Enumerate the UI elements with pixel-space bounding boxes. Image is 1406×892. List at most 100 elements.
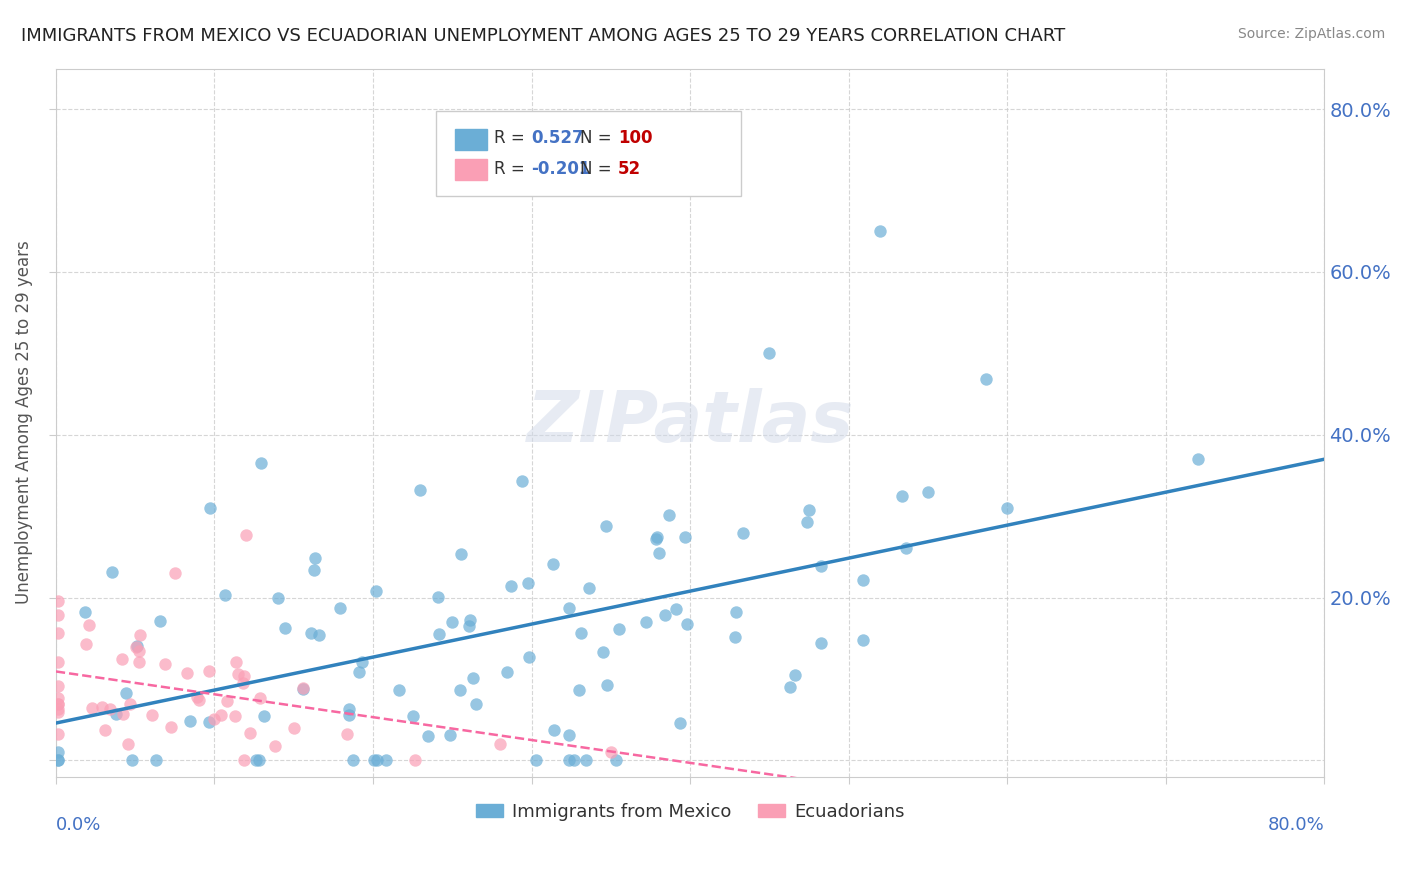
Text: -0.201: -0.201	[531, 160, 591, 178]
Text: 80.0%: 80.0%	[1268, 815, 1324, 833]
Point	[401, 709, 423, 723]
Point	[350, 655, 373, 669]
Text: ZIPatlas: ZIPatlas	[526, 388, 853, 457]
Point	[810, 558, 832, 573]
Point	[917, 484, 939, 499]
Point	[98, 701, 121, 715]
Point	[599, 745, 621, 759]
Point	[73, 605, 96, 619]
Point	[292, 682, 315, 697]
Y-axis label: Unemployment Among Ages 25 to 29 years: Unemployment Among Ages 25 to 29 years	[15, 241, 32, 605]
Point	[153, 657, 176, 671]
Point	[676, 617, 699, 632]
Point	[335, 727, 357, 741]
Point	[239, 726, 262, 740]
FancyBboxPatch shape	[436, 111, 741, 196]
Text: 52: 52	[617, 160, 641, 178]
Point	[46, 680, 69, 694]
Point	[75, 636, 97, 650]
Point	[458, 619, 481, 633]
Point	[558, 728, 581, 742]
Point	[186, 690, 208, 704]
Point	[209, 707, 232, 722]
Point	[263, 739, 285, 754]
Point	[569, 625, 592, 640]
Point	[558, 600, 581, 615]
Point	[852, 573, 875, 587]
Point	[592, 645, 614, 659]
Point	[90, 700, 112, 714]
Point	[46, 702, 69, 716]
Point	[779, 680, 801, 694]
Point	[188, 693, 211, 707]
Point	[409, 483, 432, 497]
Point	[46, 698, 69, 712]
Point	[121, 753, 143, 767]
Point	[160, 720, 183, 734]
Point	[308, 628, 330, 642]
Point	[796, 515, 818, 529]
Point	[995, 501, 1018, 516]
Point	[273, 622, 295, 636]
Point	[595, 519, 617, 533]
Point	[214, 588, 236, 602]
Point	[461, 671, 484, 685]
Point	[427, 590, 450, 604]
Point	[111, 707, 134, 722]
Point	[869, 224, 891, 238]
Point	[517, 650, 540, 665]
Point	[217, 694, 239, 708]
Text: 0.527: 0.527	[531, 129, 585, 147]
Point	[733, 526, 755, 541]
Point	[46, 753, 69, 767]
Legend: Immigrants from Mexico, Ecuadorians: Immigrants from Mexico, Ecuadorians	[468, 796, 912, 828]
Point	[224, 709, 246, 723]
Point	[304, 562, 326, 576]
Point	[558, 753, 581, 767]
Point	[974, 372, 997, 386]
Text: N =: N =	[579, 129, 612, 147]
Point	[46, 753, 69, 767]
Point	[668, 716, 690, 731]
Point	[245, 753, 267, 767]
Point	[541, 557, 564, 571]
Point	[450, 547, 472, 561]
Point	[114, 686, 136, 700]
Point	[543, 723, 565, 738]
Point	[46, 705, 69, 719]
Point	[724, 631, 747, 645]
Point	[489, 737, 512, 751]
Point	[364, 584, 387, 599]
Point	[267, 591, 290, 605]
Point	[197, 714, 219, 729]
Point	[232, 676, 254, 690]
Point	[605, 753, 627, 767]
Point	[416, 729, 439, 743]
Point	[562, 753, 585, 767]
Text: Source: ZipAtlas.com: Source: ZipAtlas.com	[1237, 27, 1385, 41]
Point	[46, 607, 69, 622]
Point	[111, 652, 134, 666]
Point	[568, 683, 591, 698]
Point	[101, 565, 124, 579]
Point	[896, 541, 918, 555]
Point	[283, 721, 305, 735]
Bar	[456, 128, 488, 150]
Text: 0.0%: 0.0%	[56, 815, 101, 833]
Point	[46, 697, 69, 711]
Text: 100: 100	[617, 129, 652, 147]
Point	[202, 712, 225, 726]
Point	[464, 697, 486, 711]
Point	[80, 701, 103, 715]
Point	[299, 626, 322, 640]
Point	[658, 508, 681, 523]
Point	[517, 575, 540, 590]
Point	[342, 753, 364, 767]
Point	[636, 615, 658, 630]
Point	[250, 456, 273, 470]
Point	[46, 691, 69, 706]
Text: IMMIGRANTS FROM MEXICO VS ECUADORIAN UNEMPLOYMENT AMONG AGES 25 TO 29 YEARS CORR: IMMIGRANTS FROM MEXICO VS ECUADORIAN UNE…	[21, 27, 1066, 45]
Point	[235, 528, 257, 542]
Point	[128, 655, 150, 669]
Point	[304, 551, 326, 566]
